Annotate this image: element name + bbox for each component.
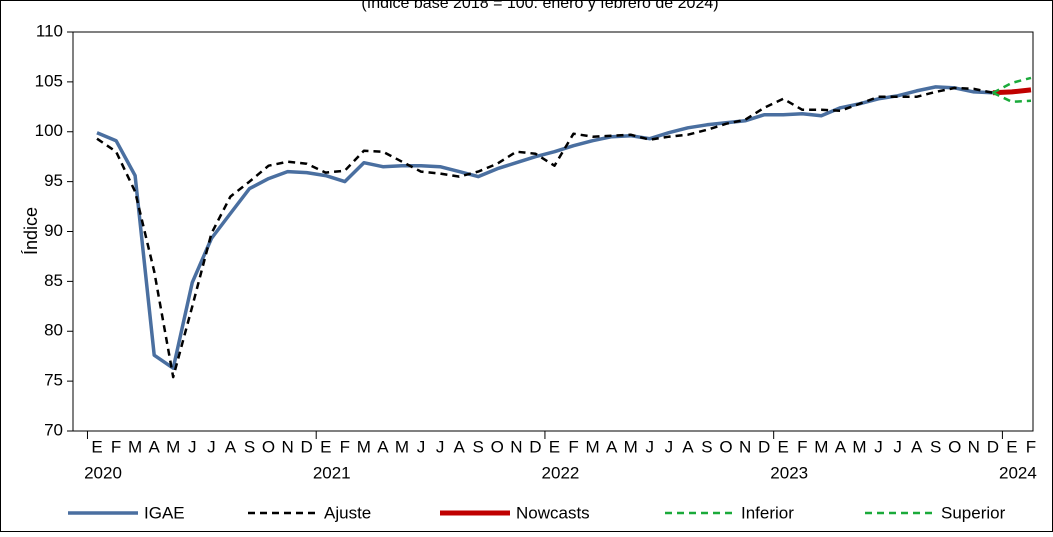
- x-tick-label: O: [948, 437, 961, 456]
- year-label: 2024: [999, 463, 1037, 482]
- legend-label: IGAE: [144, 503, 185, 522]
- x-tick-label: E: [1006, 437, 1017, 456]
- x-tick-label: O: [491, 437, 504, 456]
- legend-label: Superior: [941, 503, 1006, 522]
- year-label: 2020: [84, 463, 122, 482]
- year-label: 2023: [770, 463, 808, 482]
- legend-label: Nowcasts: [516, 503, 590, 522]
- x-tick-label: E: [320, 437, 331, 456]
- x-tick-label: M: [852, 437, 866, 456]
- x-tick-label: O: [719, 437, 732, 456]
- x-tick-label: N: [510, 437, 522, 456]
- x-tick-label: F: [797, 437, 807, 456]
- x-tick-label: O: [262, 437, 275, 456]
- x-tick-label: A: [682, 437, 694, 456]
- x-tick-label: J: [874, 437, 883, 456]
- x-tick-label: D: [758, 437, 770, 456]
- x-tick-label: J: [646, 437, 655, 456]
- x-tick-label: S: [930, 437, 941, 456]
- x-tick-label: N: [968, 437, 980, 456]
- x-tick-label: A: [606, 437, 618, 456]
- x-tick-label: S: [244, 437, 255, 456]
- x-tick-label: M: [128, 437, 142, 456]
- legend-label: Inferior: [741, 503, 794, 522]
- x-tick-label: F: [340, 437, 350, 456]
- x-tick-label: F: [1026, 437, 1036, 456]
- series-line: [992, 87, 1032, 96]
- x-tick-label: D: [987, 437, 999, 456]
- x-tick-label: N: [281, 437, 293, 456]
- x-tick-label: J: [893, 437, 902, 456]
- chart-subtitle: (índice base 2018 = 100: enero y febrero…: [361, 0, 718, 12]
- year-label: 2021: [313, 463, 351, 482]
- x-tick-label: M: [814, 437, 828, 456]
- x-tick-label: A: [453, 437, 465, 456]
- x-tick-label: A: [149, 437, 161, 456]
- x-tick-label: S: [473, 437, 484, 456]
- y-tick-label: 80: [44, 321, 63, 340]
- x-tick-label: J: [207, 437, 216, 456]
- x-tick-label: E: [91, 437, 102, 456]
- series-line: [96, 85, 993, 370]
- x-tick-label: M: [586, 437, 600, 456]
- y-tick-label: 90: [44, 221, 63, 240]
- x-tick-label: D: [529, 437, 541, 456]
- y-tick-label: 95: [44, 171, 63, 190]
- x-tick-label: M: [395, 437, 409, 456]
- x-tick-label: A: [377, 437, 389, 456]
- x-tick-label: J: [188, 437, 197, 456]
- y-tick-label: 75: [44, 371, 63, 390]
- y-axis-label: Índice: [21, 207, 41, 255]
- x-tick-label: A: [911, 437, 923, 456]
- x-tick-label: M: [166, 437, 180, 456]
- y-tick-label: 105: [35, 71, 63, 90]
- x-tick-label: M: [357, 437, 371, 456]
- x-tick-label: N: [739, 437, 751, 456]
- y-tick-label: 85: [44, 271, 63, 290]
- x-tick-label: A: [225, 437, 237, 456]
- legend-label: Ajuste: [324, 503, 371, 522]
- y-tick-label: 100: [35, 121, 63, 140]
- x-tick-label: J: [436, 437, 445, 456]
- x-tick-label: S: [701, 437, 712, 456]
- year-label: 2022: [542, 463, 580, 482]
- x-tick-label: D: [301, 437, 313, 456]
- y-tick-label: 70: [44, 420, 63, 439]
- x-tick-label: E: [549, 437, 560, 456]
- x-tick-label: E: [778, 437, 789, 456]
- series-line: [96, 86, 994, 379]
- x-tick-label: F: [111, 437, 121, 456]
- x-tick-label: J: [417, 437, 426, 456]
- x-tick-label: J: [665, 437, 674, 456]
- x-tick-label: M: [624, 437, 638, 456]
- x-tick-label: A: [835, 437, 847, 456]
- x-tick-label: F: [568, 437, 578, 456]
- y-tick-label: 110: [36, 21, 63, 40]
